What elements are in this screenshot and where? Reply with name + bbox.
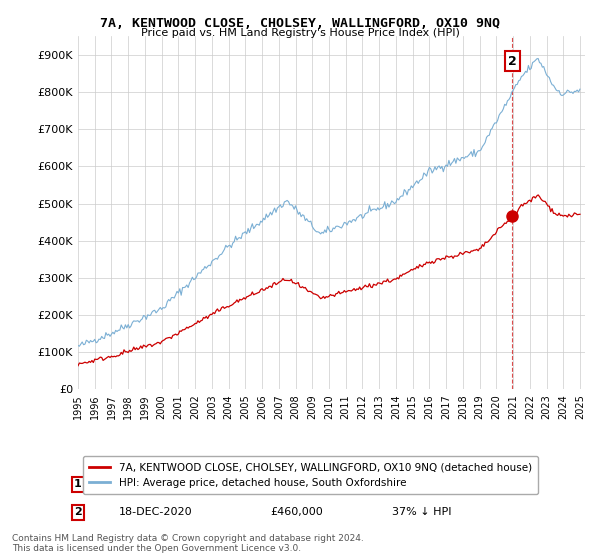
Text: £475,000: £475,000 (271, 479, 323, 489)
Text: 1: 1 (74, 479, 82, 489)
Text: 23-OCT-2020: 23-OCT-2020 (119, 479, 191, 489)
Text: Price paid vs. HM Land Registry's House Price Index (HPI): Price paid vs. HM Land Registry's House … (140, 28, 460, 38)
Text: 2: 2 (508, 54, 517, 68)
Text: 2: 2 (74, 507, 82, 517)
Text: 18-DEC-2020: 18-DEC-2020 (119, 507, 192, 517)
Legend: 7A, KENTWOOD CLOSE, CHOLSEY, WALLINGFORD, OX10 9NQ (detached house), HPI: Averag: 7A, KENTWOOD CLOSE, CHOLSEY, WALLINGFORD… (83, 456, 538, 494)
Text: 7A, KENTWOOD CLOSE, CHOLSEY, WALLINGFORD, OX10 9NQ: 7A, KENTWOOD CLOSE, CHOLSEY, WALLINGFORD… (100, 17, 500, 30)
Text: 34% ↓ HPI: 34% ↓ HPI (392, 479, 452, 489)
Text: £460,000: £460,000 (271, 507, 323, 517)
Text: 37% ↓ HPI: 37% ↓ HPI (392, 507, 452, 517)
Text: Contains HM Land Registry data © Crown copyright and database right 2024.
This d: Contains HM Land Registry data © Crown c… (12, 534, 364, 553)
